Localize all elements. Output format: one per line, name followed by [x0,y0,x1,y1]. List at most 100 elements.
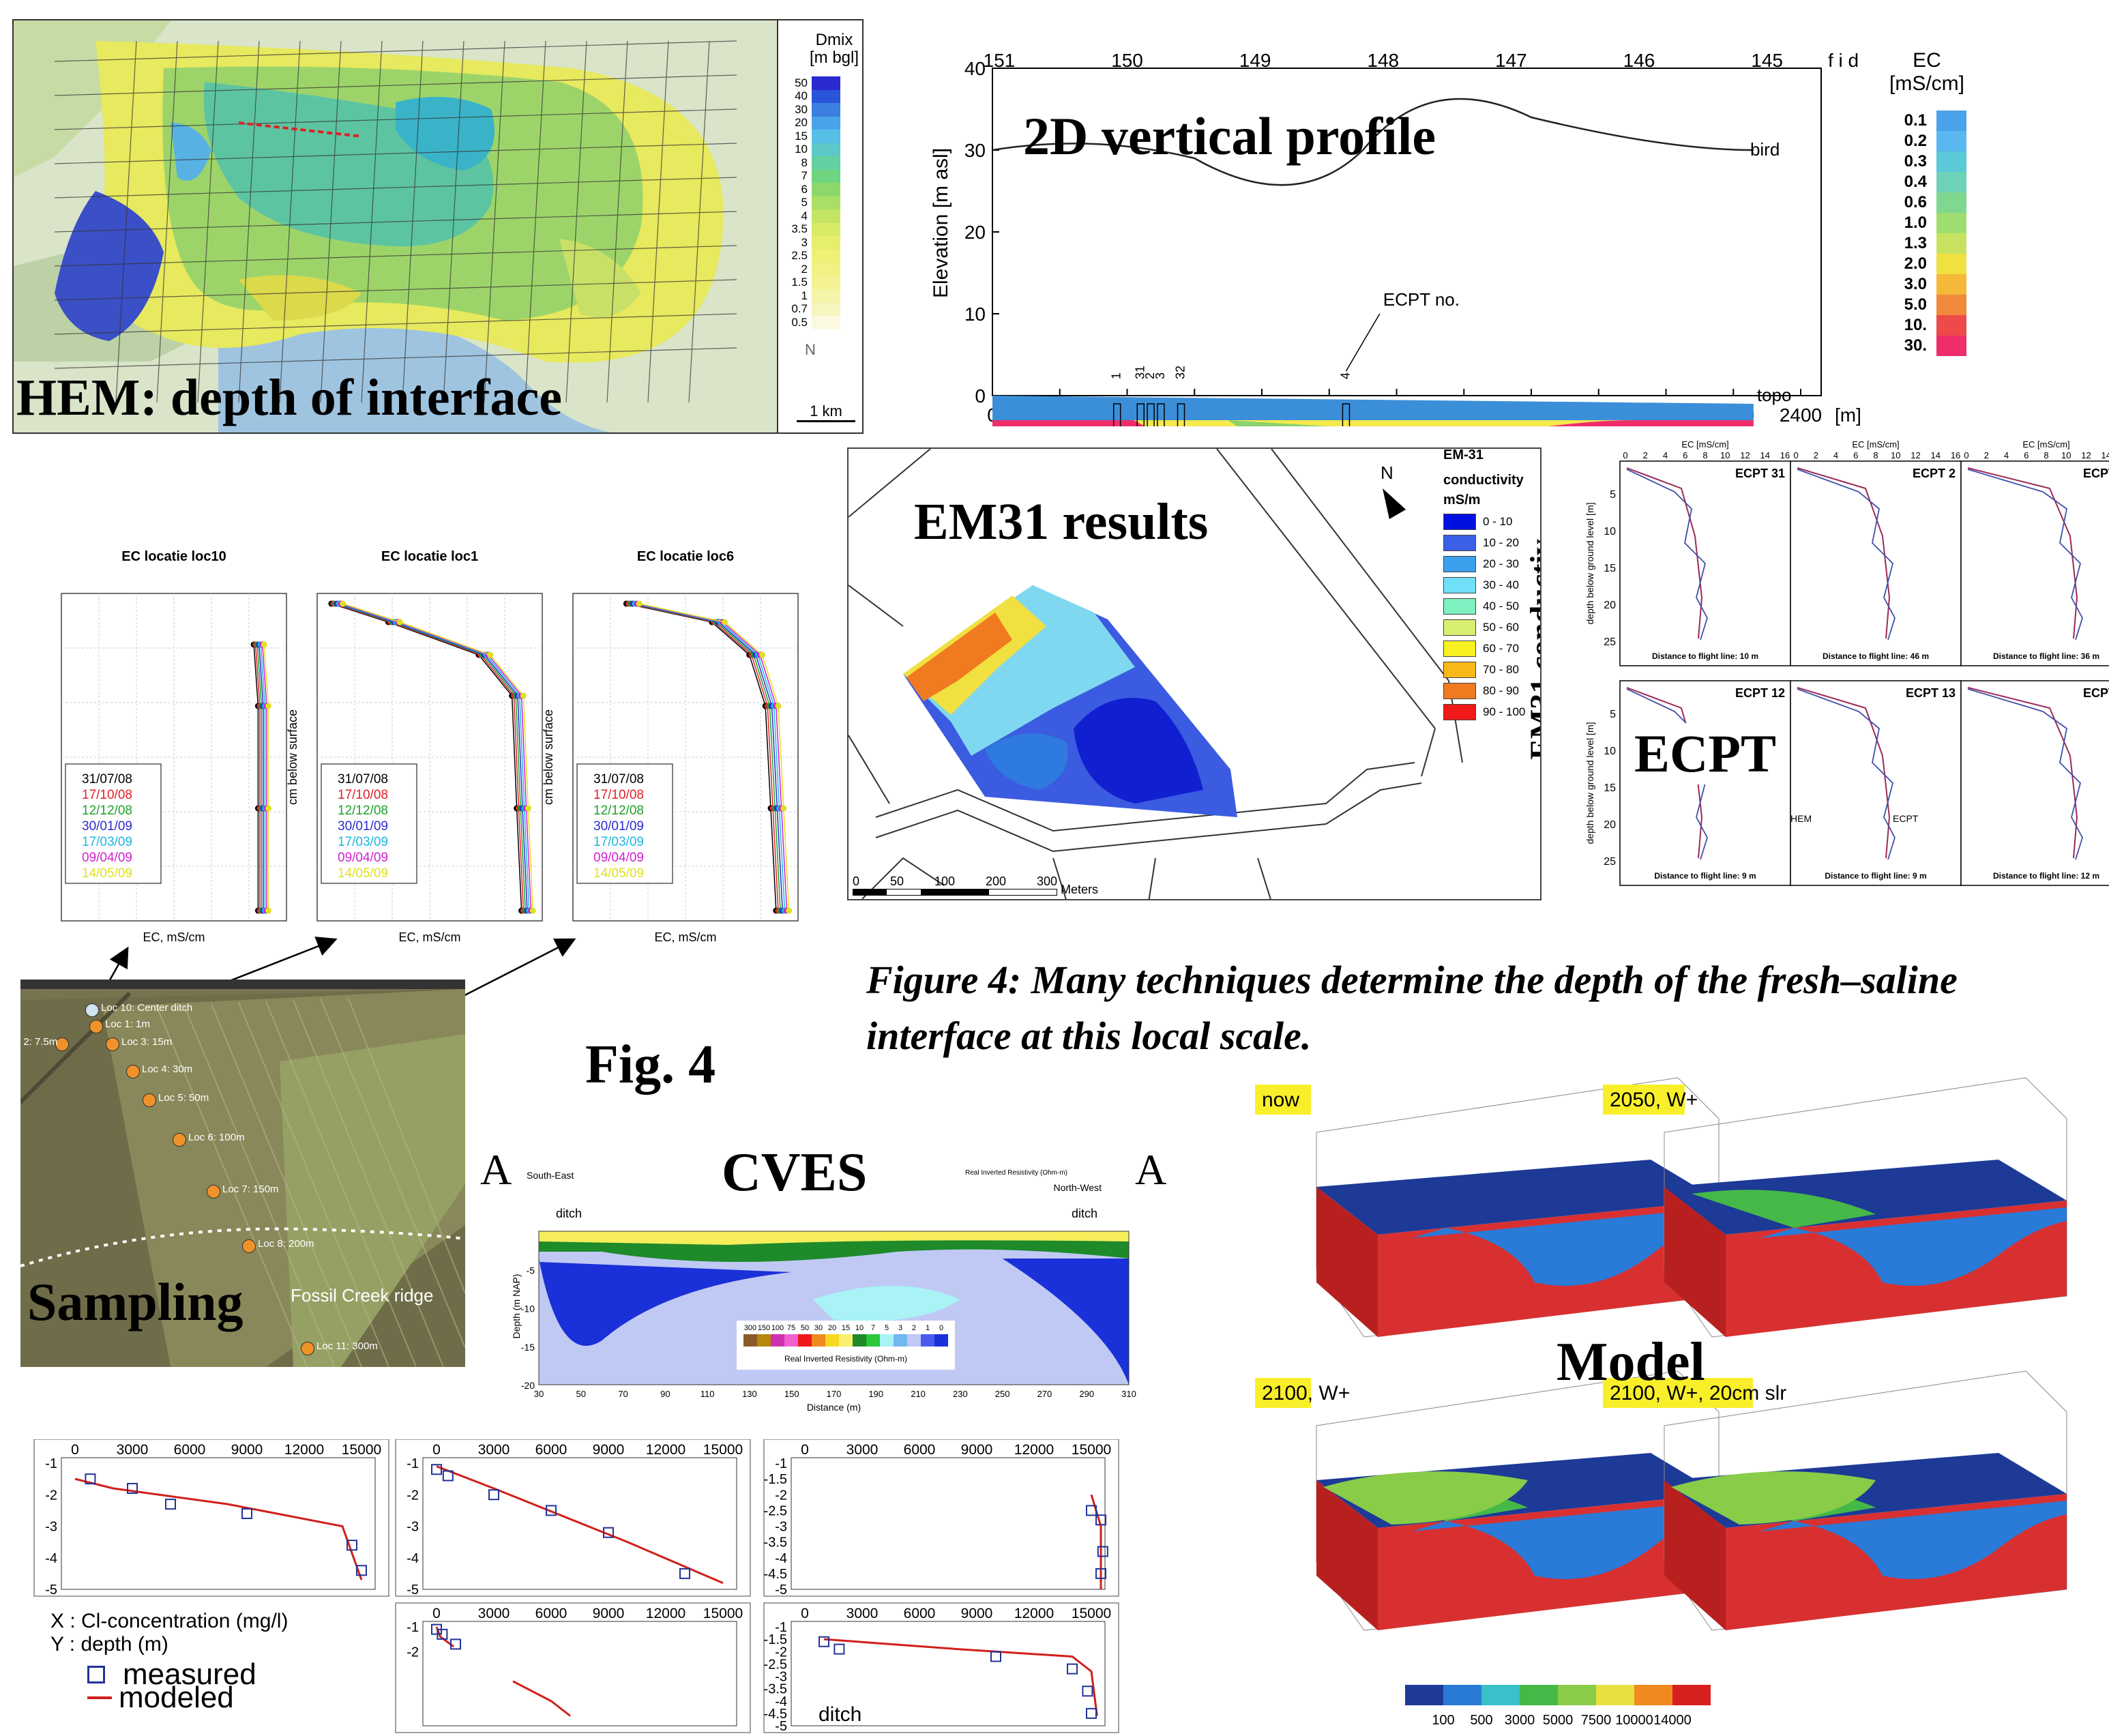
ecpt-id: 2 [1143,372,1157,379]
cl-measured-point [1067,1663,1078,1675]
profile-fid-tick: 150 [1111,50,1143,71]
ecpt-subpanel-title: ECPT 12 [1735,686,1785,700]
model-block: 2050, W+ [1603,1077,2067,1338]
cves-frame [538,1231,1130,1385]
cl-xtick: 15000 [342,1442,381,1458]
cves-legend-swatch [784,1334,798,1347]
cl-modeled-line [823,1638,1098,1716]
ec-series-line [338,603,530,911]
ecpt-xtick: 6 [1683,450,1687,460]
profile-xunit: [m] [1835,404,1861,426]
ecpt-subpanel-title: ECPT 3 [2083,467,2109,480]
ec-legend-value: 0.6 [1904,193,1927,211]
ecpt-ytick: 15 [1604,782,1616,794]
cves-legend-swatch [839,1334,853,1347]
cl-xtick: 6000 [535,1606,567,1621]
cl-ytick: -2 [45,1488,57,1503]
sampling-point-label: Loc 11: 300m [316,1340,378,1352]
model-fresh-lens [1760,1207,2067,1286]
ec-location-xlabel: EC, mS/cm [143,930,205,944]
model-label: 2100, W+, 20cm slr [1610,1382,1786,1404]
cves-legend-value: 7 [871,1324,875,1332]
ecpt-xtick: 8 [1702,450,1707,460]
em31-legend-row: 60 - 70 [1443,638,1546,659]
cl-measured-point [85,1473,96,1485]
cves-xtick: 150 [784,1389,799,1399]
ec-series-line [260,644,266,911]
cl-measured-point [1097,1546,1108,1557]
date-legend-entry: 30/01/09 [82,819,132,834]
sampling-point [126,1065,140,1078]
cves-xtick: 270 [1037,1389,1052,1399]
cl-chart-frame [33,1439,389,1597]
date-legend-entry: 17/03/09 [593,835,644,849]
cves-xtick: 210 [911,1389,926,1399]
ec-legend-value: 0.2 [1904,132,1927,150]
em31-legend-row: 0 - 10 [1443,511,1546,532]
em31-legend-swatch [1443,555,1476,572]
cl-xtick: 9000 [961,1442,993,1458]
model-side-face [1316,1187,1378,1337]
em31-north-label: N [1381,462,1393,483]
cl-xtick: 12000 [646,1606,685,1621]
em31-title: EM31 results [914,493,1209,550]
cl-ytick: -3 [775,1520,787,1535]
model-block: 2100, W+ [1255,1370,1720,1631]
cl-ytick: -2 [407,1488,419,1503]
ec-legend-value: 0.3 [1904,152,1927,171]
cves-legend-swatch [934,1334,948,1347]
ec-point [636,600,643,607]
cves-south-east: South-East [527,1170,574,1181]
em31-legend-label: 10 - 20 [1483,535,1519,549]
sampling-point [55,1038,69,1051]
ec-legend-title-2: [mS/cm] [1889,72,1964,95]
hem-map [14,20,862,432]
hem-legend-row: 7 [787,169,840,183]
cl-ytick: -2.5 [764,1503,787,1518]
date-legend-entry: 09/04/09 [338,851,388,865]
ecpt-xtick: 14 [1931,450,1941,460]
ecpt-ytick: 20 [1604,819,1616,831]
hem-legend-value: 20 [795,116,808,130]
cl-modeled-line [436,1465,724,1585]
ecpt-distance-text: Distance to flight line: 46 m [1823,651,1929,661]
sampling-point-label: Loc 1: 1m [105,1018,150,1030]
hem-legend-row: 1 [787,289,840,303]
ecpt-xtick: 8 [1873,450,1878,460]
cves-legend-value: 2 [912,1324,916,1332]
ecpt-column [1177,403,1185,426]
hem-legend-title-2: [m bgl] [809,48,859,67]
cl-modeled-line [512,1680,571,1717]
hem-legend-value: 7 [801,169,808,183]
cl-measured-point [450,1638,461,1650]
cves-legend-value: 10 [855,1324,864,1332]
cves-legend-value: 20 [828,1324,836,1332]
profile-fid-tick: 147 [1495,50,1527,71]
model-title: Model [1557,1332,1705,1392]
cves-legend-value: 5 [885,1324,889,1332]
ec-legend-row: 1.0 [1893,213,1966,233]
cves-legend-value: 150 [758,1324,770,1332]
ecpt-xtick: 10 [2061,450,2071,460]
measured-marker-icon [87,1666,105,1683]
cves-legend-top: Real Inverted Resistivity (Ohm-m) [965,1169,1067,1177]
cl-ytick: -3.5 [764,1535,787,1550]
cl-xtick: 0 [71,1442,79,1458]
ecpt-subpanel [1790,680,1962,886]
ecpt-column [1157,403,1165,426]
cves-ditch-right: ditch [1072,1207,1097,1220]
cl-plot-area [422,1621,737,1726]
hem-legend-value: 0.5 [791,315,808,329]
hem-legend-title-1: Dmix [815,31,853,49]
ec-legend-swatch [1936,336,1966,356]
hem-legend-swatch [812,236,840,250]
hem-legend-value: 2.5 [791,249,808,263]
date-legend-entry: 12/12/08 [593,804,644,818]
ecpt-xtick: 16 [1951,450,1960,460]
ec-series-line [331,603,522,911]
date-legend-box [65,763,162,884]
ecpt-ytick: 10 [1604,746,1616,757]
ec-legend-swatch [1936,233,1966,254]
ecpt-chart: ECPT 31 Distance to flight line: 10 m 0 2 4 6… [1584,439,2109,886]
ecpt-subpanel-title: ECPT 31 [1735,467,1785,480]
